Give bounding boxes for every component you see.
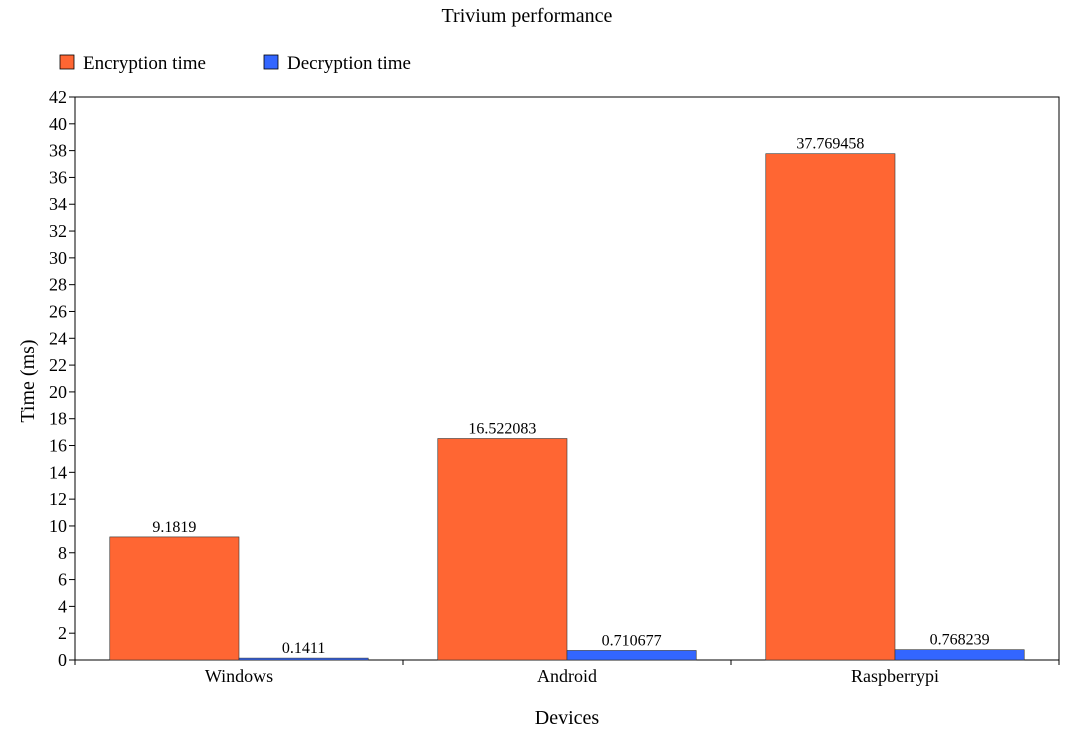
value-labels: 9.1819 16.522083 37.769458 0.1411 0.710677 0.… (152, 136, 989, 657)
data-label: 37.769458 (796, 136, 864, 153)
x-axis: Windows Android Raspberrypi (74, 660, 1060, 686)
y-tick-label: 2 (58, 623, 67, 643)
y-tick-label: 14 (49, 462, 67, 482)
y-tick-label: 8 (58, 543, 67, 563)
x-tick-label: Raspberrypi (851, 666, 939, 686)
legend-swatch-encryption (59, 54, 75, 70)
y-tick-label: 36 (49, 167, 67, 187)
legend-swatch-decryption (263, 54, 279, 70)
y-tick-label: 32 (49, 221, 67, 241)
bars (109, 153, 1025, 661)
bar-decryption-raspberrypi (894, 649, 1025, 661)
bar-encryption-android (437, 438, 568, 661)
data-label: 0.768239 (930, 632, 990, 649)
bar-decryption-android (566, 650, 697, 661)
y-tick-label: 4 (58, 596, 67, 616)
y-tick-label: 34 (49, 194, 67, 214)
y-tick-label: 22 (49, 355, 67, 375)
data-label: 16.522083 (468, 421, 536, 438)
x-axis-title: Devices (535, 707, 600, 729)
y-tick-label: 0 (58, 650, 67, 670)
y-tick-label: 26 (49, 301, 67, 321)
y-tick-label: 28 (49, 275, 67, 295)
y-tick-label: 20 (49, 382, 67, 402)
x-tick-label: Windows (205, 666, 273, 686)
y-tick-label: 40 (49, 114, 67, 134)
y-tick-label: 24 (49, 328, 67, 348)
legend-label-decryption: Decryption time (287, 53, 411, 74)
legend: Encryption time Decryption time (59, 53, 411, 74)
y-tick-label: 6 (58, 570, 67, 590)
y-tick-label: 12 (49, 489, 67, 509)
data-label: 0.1411 (282, 640, 325, 657)
data-label: 9.1819 (152, 519, 196, 536)
y-axis-title: Time (ms) (17, 339, 39, 422)
y-tick-label: 30 (49, 248, 67, 268)
y-tick-label: 38 (49, 141, 67, 161)
chart-title: Trivium performance (442, 5, 613, 27)
bar-encryption-windows (109, 536, 240, 661)
x-tick-label: Android (537, 666, 597, 686)
y-tick-label: 42 (49, 87, 67, 107)
y-tick-label: 10 (49, 516, 67, 536)
bar-decryption-windows (238, 657, 369, 661)
y-tick-label: 16 (49, 436, 67, 456)
data-label: 0.710677 (602, 632, 662, 649)
y-tick-label: 18 (49, 409, 67, 429)
legend-label-encryption: Encryption time (83, 53, 206, 74)
bar-encryption-raspberrypi (765, 153, 896, 661)
